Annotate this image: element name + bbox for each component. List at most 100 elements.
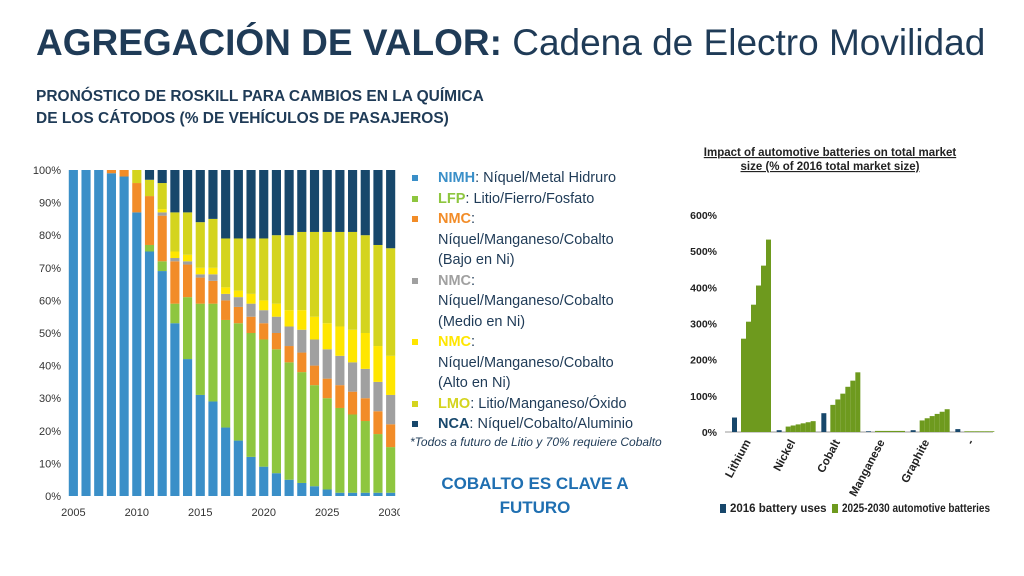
stacked-bar-segment xyxy=(360,421,370,493)
bar-2016 xyxy=(732,417,737,432)
bar-2025-2030 xyxy=(795,424,801,432)
stacked-bar-segment xyxy=(284,326,294,347)
bar-2016 xyxy=(776,430,782,432)
stacked-bar-segment xyxy=(170,303,180,324)
bar-2025-2030 xyxy=(835,399,841,432)
stacked-bar-segment xyxy=(195,303,205,395)
stacked-bar-segment xyxy=(335,355,345,386)
bar-2025-2030 xyxy=(900,430,905,432)
legend-label: 2025-2030 automotive batteries xyxy=(842,503,990,515)
stacked-bar-segment xyxy=(195,274,205,278)
stacked-bar-segment xyxy=(284,362,294,480)
stacked-bar-segment xyxy=(348,414,358,493)
stacked-bar-segment xyxy=(322,231,332,324)
stacked-bar-segment xyxy=(386,170,396,249)
stacked-bar-segment xyxy=(322,349,332,379)
stacked-bar-segment xyxy=(157,215,167,262)
legend-item: NIMH: Níquel/Metal Hidruro xyxy=(410,168,680,189)
key-message: COBALTO ES CLAVE A FUTURO xyxy=(441,474,629,517)
legend-text: : Litio/Manganeso/Óxido xyxy=(470,395,627,412)
stacked-bar-segment xyxy=(170,261,180,304)
stacked-bar-segment xyxy=(208,401,218,496)
stacked-bar-segment xyxy=(284,310,294,327)
y-tick-label: 500% xyxy=(690,246,718,258)
stacked-bar-segment xyxy=(68,170,78,496)
stacked-bar-segment xyxy=(271,303,281,317)
stacked-bar-segment xyxy=(106,173,116,496)
cathode-chemistry-chart: 0% 10% 20% 30% 40% 50% 60% 70% 80% 90% 100% 2005 201… xyxy=(33,165,400,519)
stacked-bar-segment xyxy=(259,300,269,311)
stacked-bar-segment xyxy=(208,280,218,304)
stacked-bar-segment xyxy=(106,170,116,174)
bar-2025-2030 xyxy=(929,416,935,432)
title-rest: Cadena de Electro Movilidad xyxy=(512,22,986,63)
stacked-bar-segment xyxy=(208,170,218,219)
bar-2025-2030 xyxy=(785,426,791,432)
legend-text: Níquel/Manganeso/Cobalto xyxy=(438,293,614,309)
stacked-bar-segment xyxy=(144,196,155,245)
stacked-bar-segment xyxy=(208,274,218,281)
stacked-bar-segment xyxy=(360,235,370,333)
legend-item: NMC: Níquel/Manganeso/Cobalto (Medio en Ni… xyxy=(410,271,680,333)
bar-2025-2030 xyxy=(840,393,846,432)
legend-text: Níquel/Manganeso/Cobalto xyxy=(438,354,614,371)
x-tick-label: 2025 xyxy=(315,507,339,519)
legend-item: NMC: Níquel/Manganeso/Cobalto (Alto en Ni) xyxy=(410,332,680,394)
stacked-bar-segment xyxy=(183,261,193,265)
y-tick-label: 40% xyxy=(39,361,61,373)
legend-abbr: NCA xyxy=(438,416,470,432)
stacked-bar-segment xyxy=(195,277,205,304)
legend-text: : Níquel/Cobalto/Aluminio xyxy=(469,416,634,432)
stacked-bar-segment xyxy=(144,170,155,180)
bar-2016 xyxy=(910,430,916,432)
stacked-bar-segment xyxy=(309,316,320,340)
stacked-bar-segment xyxy=(259,323,269,340)
stacked-bar-segment xyxy=(335,170,345,232)
legend-item: NCA: Níquel/Cobalto/Aluminio xyxy=(410,414,680,435)
subtitle-line-2: DE LOS CÁTODOS (% DE VEHÍCULOS DE PASAJE… xyxy=(36,110,449,127)
legend-swatch xyxy=(412,175,418,181)
stacked-bar-segment xyxy=(271,473,281,496)
stacked-bar-segment xyxy=(297,310,307,330)
stacked-bar-segment xyxy=(284,235,294,311)
stacked-bar-segment xyxy=(297,329,307,353)
stacked-bar-segment xyxy=(157,271,167,496)
stacked-bar-segment xyxy=(246,316,256,333)
stacked-bar-segment xyxy=(322,170,332,232)
stacked-bar-segment xyxy=(132,170,142,184)
stacked-bar-segment xyxy=(221,287,231,294)
stacked-bar-segment xyxy=(246,456,256,496)
stacked-bar-segment xyxy=(309,385,320,487)
stacked-bar-segment xyxy=(195,394,205,496)
bar-2025-2030 xyxy=(830,404,836,432)
category-label: Manganese xyxy=(848,438,888,499)
stacked-bar-segment xyxy=(144,251,155,496)
legend-abbr: NMC xyxy=(438,334,472,350)
stacked-bar-segment xyxy=(246,293,256,304)
legend-swatch xyxy=(412,195,418,202)
stacked-bar-segment xyxy=(373,170,383,245)
bar-2025-2030 xyxy=(969,431,975,432)
stacked-bar-segment xyxy=(132,212,142,496)
stacked-bar-segment xyxy=(94,170,104,496)
stacked-bar-segment xyxy=(386,394,396,425)
stacked-bar-segment xyxy=(183,297,193,360)
bar-2025-2030 xyxy=(845,386,851,432)
stacked-bar-segment xyxy=(157,212,167,216)
legend-text: : Níquel/Metal Hidruro xyxy=(475,170,617,186)
stacked-bar-segment xyxy=(271,170,281,236)
stacked-bar-segment xyxy=(259,339,269,467)
category-label: - xyxy=(965,438,977,447)
stacked-bar-segment xyxy=(170,258,180,262)
stacked-bar-segment xyxy=(259,170,269,239)
stacked-bar-segment xyxy=(144,244,155,252)
bar-2016 xyxy=(866,431,871,432)
bar-2025-2030 xyxy=(964,431,970,432)
stacked-bar-segment xyxy=(233,323,243,441)
stacked-bar-segment xyxy=(373,381,383,412)
stacked-bar-segment xyxy=(386,447,396,493)
stacked-bar-segment xyxy=(335,231,345,327)
stacked-bar-segment xyxy=(183,264,193,298)
stacked-bar-segment xyxy=(183,170,193,213)
y-tick-label: 70% xyxy=(39,263,61,275)
